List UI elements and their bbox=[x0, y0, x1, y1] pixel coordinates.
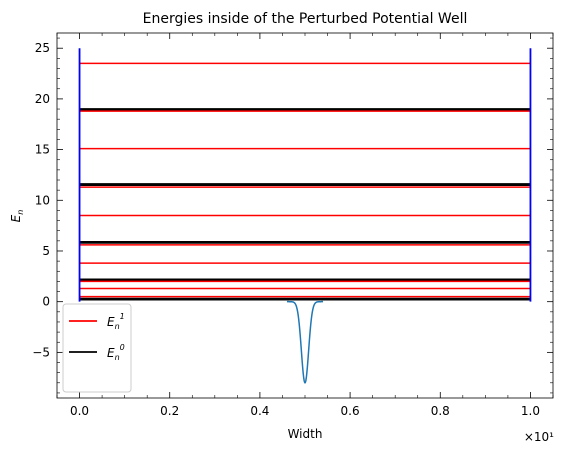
x-tick-label: 0.8 bbox=[431, 404, 450, 418]
y-tick-label: 20 bbox=[35, 92, 50, 106]
legend-box bbox=[62, 303, 132, 393]
x-tick-label: 0.6 bbox=[341, 404, 360, 418]
y-tick-label: 5 bbox=[42, 244, 50, 258]
y-tick-label: −5 bbox=[32, 345, 50, 359]
y-tick-label: 15 bbox=[35, 143, 50, 157]
y-tick-label: 25 bbox=[35, 41, 50, 55]
axis-ticks bbox=[56, 33, 554, 398]
axis-tick-labels: 0.0 0.2 0.4 0.6 0.8 1.0 −5 0 5 10 15 20 25 bbox=[32, 41, 540, 418]
y-tick-label: 10 bbox=[35, 193, 50, 207]
y-axis-label: En bbox=[9, 210, 25, 223]
legend: En1 En0 bbox=[62, 303, 132, 393]
plot-frame bbox=[56, 32, 554, 399]
y-tick-label: 0 bbox=[42, 295, 50, 309]
x-tick-label: 1.0 bbox=[521, 404, 540, 418]
x-axis-label: Width bbox=[288, 427, 323, 441]
perturbation-curve bbox=[286, 300, 324, 384]
x-tick-label: 0.4 bbox=[250, 404, 269, 418]
x-tick-label: 0.2 bbox=[160, 404, 179, 418]
svg-text:En: En bbox=[9, 210, 25, 223]
x-axis-offset-label: ×10¹ bbox=[524, 430, 554, 444]
x-tick-label: 0.0 bbox=[70, 404, 89, 418]
chart-title: Energies inside of the Perturbed Potenti… bbox=[143, 11, 468, 27]
plot-area bbox=[78, 48, 532, 384]
